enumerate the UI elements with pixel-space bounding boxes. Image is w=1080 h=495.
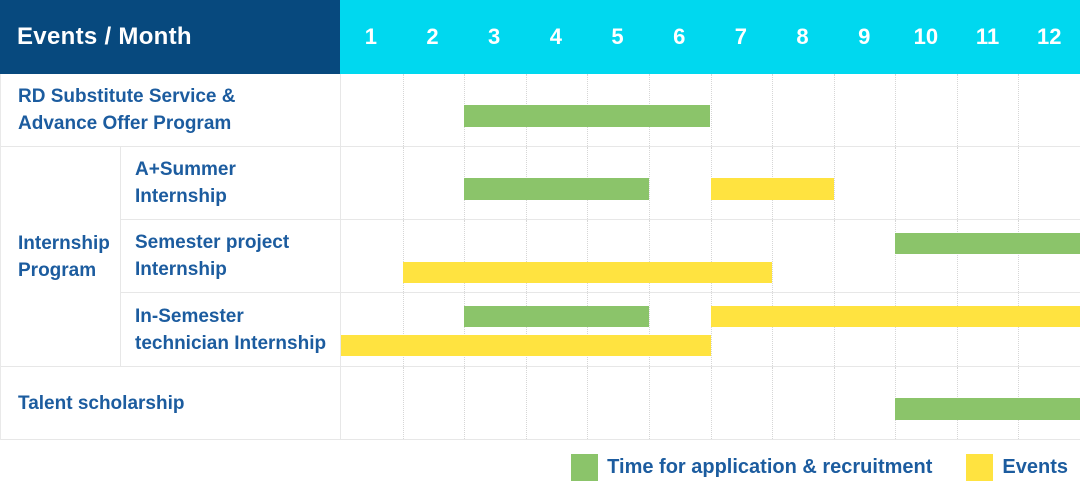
chart-cell-a-plus-summer (341, 147, 1080, 219)
month-gridline (1018, 293, 1019, 366)
header-title-cell: Events / Month (0, 0, 340, 74)
month-gridline (895, 147, 896, 219)
legend-label-events: Events (1002, 456, 1068, 479)
row-label-in-semester: In-Semester technician Internship (121, 293, 341, 366)
event-bar (341, 335, 711, 356)
month-gridline (711, 367, 712, 439)
group-label-line: Program (18, 257, 120, 284)
application-bar (464, 178, 649, 200)
row-label-line: Internship (135, 256, 340, 283)
row-label-a-plus-summer: A+Summer Internship (121, 147, 341, 219)
month-label-2: 2 (402, 0, 464, 74)
month-gridline (1018, 74, 1019, 146)
month-gridline (649, 367, 650, 439)
row-label-line: Talent scholarship (18, 390, 340, 417)
month-gridline (834, 74, 835, 146)
row-label-line: RD Substitute Service & (18, 83, 340, 110)
group-label-line: Internship (18, 230, 120, 257)
month-label-6: 6 (648, 0, 710, 74)
application-bar (895, 233, 1080, 254)
group-label-internship-program: Internship Program (1, 147, 121, 366)
chart-cell-talent-scholarship (341, 367, 1080, 439)
month-label-8: 8 (772, 0, 834, 74)
month-gridline (587, 367, 588, 439)
chart-cell-rd-substitute (341, 74, 1080, 146)
month-label-3: 3 (463, 0, 525, 74)
row-label-line: Advance Offer Program (18, 110, 340, 137)
row-rd-substitute: RD Substitute Service & Advance Offer Pr… (1, 74, 1080, 147)
application-bar (464, 105, 710, 127)
month-gridline (649, 147, 650, 219)
row-label-talent-scholarship: Talent scholarship (1, 367, 341, 439)
month-label-12: 12 (1018, 0, 1080, 74)
month-label-7: 7 (710, 0, 772, 74)
month-gridline (957, 147, 958, 219)
events-yellow-swatch-icon (966, 454, 993, 481)
row-label-line: Internship (135, 183, 340, 210)
month-label-10: 10 (895, 0, 957, 74)
event-bar (403, 262, 773, 283)
table-body: RD Substitute Service & Advance Offer Pr… (0, 74, 1080, 440)
month-gridline (834, 147, 835, 219)
legend: Time for application & recruitment Event… (0, 440, 1080, 495)
application-green-swatch-icon (571, 454, 598, 481)
month-label-11: 11 (957, 0, 1019, 74)
month-gridline (772, 220, 773, 292)
chart-cell-semester-project (341, 220, 1080, 292)
row-label-line: Semester project (135, 229, 340, 256)
month-gridline (957, 74, 958, 146)
legend-label-application: Time for application & recruitment (607, 456, 932, 479)
internship-program-rows: A+Summer Internship Semester project Int… (121, 147, 1080, 366)
row-label-line: A+Summer (135, 156, 340, 183)
month-gridline (464, 367, 465, 439)
application-bar (464, 306, 649, 327)
row-in-semester: In-Semester technician Internship (121, 293, 1080, 366)
row-label-semester-project: Semester project Internship (121, 220, 341, 292)
row-label-line: technician Internship (135, 330, 340, 357)
month-gridline (711, 74, 712, 146)
month-gridline (895, 220, 896, 292)
month-gridline (1018, 220, 1019, 292)
month-label-9: 9 (833, 0, 895, 74)
month-gridline (772, 74, 773, 146)
table-title: Events / Month (17, 23, 192, 51)
month-gridline (834, 220, 835, 292)
month-gridline (957, 293, 958, 366)
month-gridline (711, 293, 712, 366)
month-gridline (772, 367, 773, 439)
month-gridline (957, 220, 958, 292)
month-gridline (772, 293, 773, 366)
month-gridline (1018, 147, 1019, 219)
internship-program-group: Internship Program A+Summer Internship S… (1, 147, 1080, 367)
application-bar (895, 398, 1080, 420)
month-gridline (834, 293, 835, 366)
month-label-1: 1 (340, 0, 402, 74)
month-gridline (834, 367, 835, 439)
legend-item-events: Events (966, 454, 1068, 481)
event-bar (711, 306, 1080, 327)
month-gridline (895, 293, 896, 366)
month-gridline (403, 367, 404, 439)
month-gridline (895, 74, 896, 146)
month-label-4: 4 (525, 0, 587, 74)
row-a-plus-summer: A+Summer Internship (121, 147, 1080, 220)
month-gridline (403, 74, 404, 146)
event-bar (711, 178, 834, 200)
month-gridline (403, 147, 404, 219)
row-label-line: In-Semester (135, 303, 340, 330)
month-label-5: 5 (587, 0, 649, 74)
row-label-rd-substitute: RD Substitute Service & Advance Offer Pr… (1, 74, 341, 146)
month-gridline (526, 367, 527, 439)
row-semester-project: Semester project Internship (121, 220, 1080, 293)
legend-item-application: Time for application & recruitment (571, 454, 932, 481)
row-talent-scholarship: Talent scholarship (1, 367, 1080, 440)
chart-cell-in-semester (341, 293, 1080, 366)
